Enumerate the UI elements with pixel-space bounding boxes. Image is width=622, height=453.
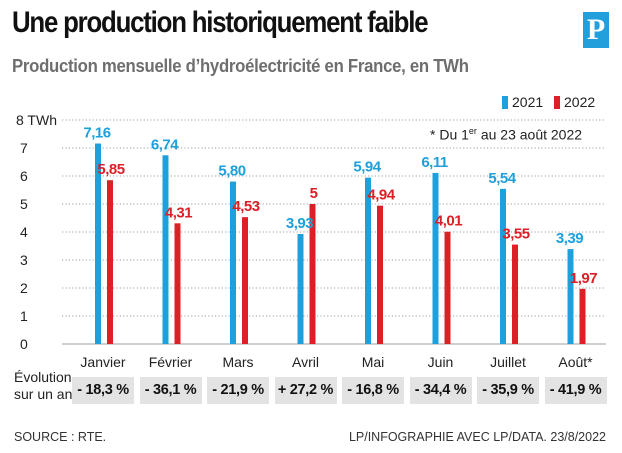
bar-2021	[432, 172, 439, 344]
x-tick-label: Mars	[222, 354, 253, 370]
legend-label-2022: 2022	[564, 94, 596, 110]
bar-2022	[309, 204, 316, 344]
data-label-2021: 5,54	[488, 170, 516, 187]
bar-2022	[242, 217, 248, 344]
bar-2021	[567, 249, 574, 344]
data-label-2021: 3,39	[556, 230, 583, 247]
data-label-2022: 5,85	[97, 161, 124, 178]
y-tick-label: 3	[20, 252, 28, 268]
evolution-value: - 21,9 %	[207, 377, 269, 404]
evolution-value: - 34,4 %	[409, 377, 472, 404]
data-label-2021: 5,80	[218, 163, 245, 180]
y-tick-label: 6	[20, 168, 28, 184]
y-tick-label: 2	[20, 280, 28, 296]
bar-2021	[162, 155, 169, 344]
legend-swatch-2022	[554, 96, 560, 109]
x-tick-label: Août*	[558, 354, 593, 370]
y-tick-label: 1	[20, 308, 28, 324]
chart-subtitle: Production mensuelle d’hydroélectricité …	[12, 56, 469, 76]
y-tick-label: 4	[20, 224, 28, 240]
bar-2022	[579, 288, 586, 344]
bar-2022	[174, 223, 181, 344]
source-text: SOURCE : RTE.	[14, 430, 107, 444]
evolution-value: - 36,1 %	[139, 377, 202, 404]
legend-label-2021: 2021	[512, 94, 544, 110]
bar-2021	[297, 233, 304, 344]
data-label-2022: 5	[310, 185, 318, 202]
data-label-2022: 4,94	[367, 187, 395, 204]
chart-title: Une production historiquement faible	[12, 6, 429, 39]
y-tick-label: 0	[20, 336, 28, 352]
data-label-2022: 1,97	[570, 270, 597, 287]
bar-2021	[95, 143, 101, 344]
bar-2021	[500, 188, 506, 344]
bar-2022	[377, 205, 383, 344]
data-label-2021: 7,16	[83, 125, 110, 142]
bar-2022	[444, 231, 451, 344]
data-label-2021: 5,94	[353, 159, 381, 176]
bar-2021	[230, 181, 236, 344]
data-label-2022: 3,55	[502, 226, 529, 243]
evolution-value: - 18,3 %	[72, 377, 134, 404]
bar-2022	[512, 244, 518, 344]
y-tick-label: 5	[20, 196, 28, 212]
data-label-2022: 4,53	[232, 198, 259, 215]
legend-item-2022: 2022	[554, 94, 595, 110]
legend-item-2021: 2021	[502, 94, 543, 110]
legend-swatch-2021	[502, 96, 508, 109]
y-tick-label: 8 TWh	[16, 112, 57, 128]
y-tick-label: 7	[20, 140, 28, 156]
x-tick-label: Janvier	[80, 354, 125, 370]
data-label-2022: 4,31	[165, 204, 192, 221]
x-tick-label: Février	[149, 354, 193, 370]
x-tick-label: Mai	[362, 354, 385, 370]
x-tick-label: Juin	[428, 354, 454, 370]
evolution-value: - 41,9 %	[544, 377, 607, 404]
data-label-2022: 4,01	[435, 213, 462, 230]
data-label-2021: 3,93	[286, 215, 313, 232]
data-label-2021: 6,74	[151, 136, 179, 153]
data-label-2021: 6,11	[421, 154, 448, 171]
evolution-value: - 16,8 %	[342, 377, 404, 404]
evolution-value: + 27,2 %	[274, 377, 337, 404]
x-tick-label: Juillet	[490, 354, 526, 370]
evolution-value: - 35,9 %	[477, 377, 539, 404]
credit-text: LP/INFOGRAPHIE AVEC LP/DATA. 23/8/2022	[348, 430, 606, 444]
bar-2022	[107, 180, 113, 344]
publisher-logo: P	[583, 12, 609, 48]
x-tick-label: Avril	[292, 354, 319, 370]
footnote-dates: * Du 1er au 23 août 2022	[430, 126, 583, 143]
evolution-label: Évolution sur un an	[14, 369, 73, 402]
bar-2021	[365, 177, 371, 344]
